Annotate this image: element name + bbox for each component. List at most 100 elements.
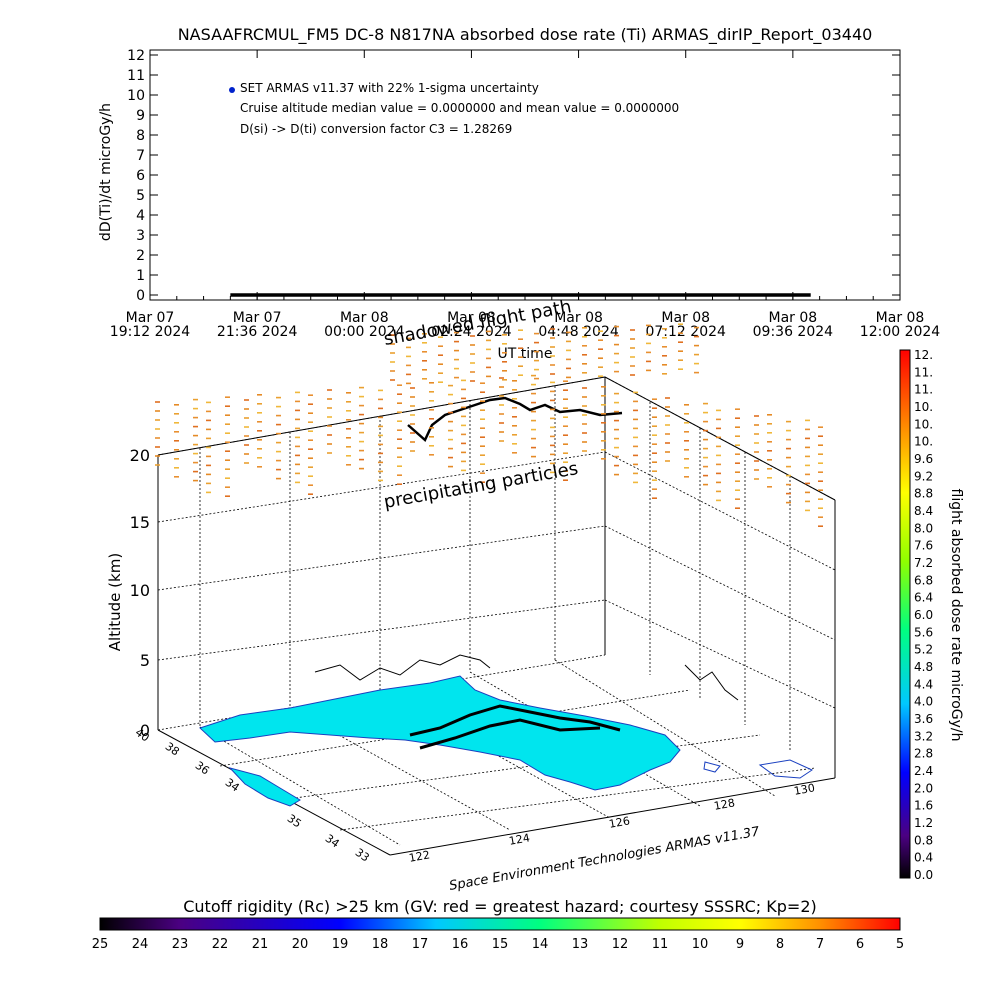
latitude-tick-label: 33	[353, 846, 372, 865]
x-tick-time: 02:24 2024	[431, 324, 512, 340]
x-tick-date: Mar 07	[126, 310, 175, 326]
altitude-tick-label: 0	[140, 721, 150, 740]
japan-landmass	[228, 767, 301, 807]
rigidity-colorbar-tick-label: 16	[452, 937, 469, 952]
rigidity-colorbar-tick-label: 5	[896, 937, 904, 952]
dose-colorbar-tick-label: 10.	[914, 417, 933, 431]
y-tick-label: 2	[136, 248, 145, 264]
rigidity-colorbar-tick-label: 14	[532, 937, 549, 952]
dose-colorbar-tick-label: 4.0	[914, 695, 933, 709]
dose-colorbar-tick-label: 2.4	[914, 764, 933, 778]
x-tick-time: 07:12 2024	[645, 324, 726, 340]
longitude-tick-label: 122	[408, 848, 431, 864]
dose-colorbar-tick-label: 9.6	[914, 452, 933, 466]
rigidity-colorbar-tick-label: 19	[332, 937, 349, 952]
dose-colorbar-tick-label: 8.0	[914, 521, 933, 535]
dose-x-axis-label: UT time	[498, 346, 553, 362]
longitude-tick-label: 126	[608, 814, 631, 830]
altitude-tick-label: 20	[130, 446, 150, 465]
dose-colorbar-tick-label: 4.4	[914, 677, 933, 691]
y-tick-label: 5	[136, 188, 145, 204]
dose-colorbar-tick-label: 3.2	[914, 729, 933, 743]
x-tick-time: 00:00 2024	[324, 324, 405, 340]
dose-colorbar-tick-label: 4.8	[914, 660, 933, 674]
dose-colorbar-tick-label: 12.	[914, 348, 933, 362]
latitude-tick-label: 36	[193, 759, 212, 778]
y-tick-label: 0	[136, 288, 145, 304]
rigidity-colorbar-tick-label: 22	[212, 937, 229, 952]
dose-colorbar-tick-label: 5.6	[914, 625, 933, 639]
y-tick-label: 4	[136, 208, 145, 224]
rigidity-colorbar-label: Cutoff rigidity (Rc) >25 km (GV: red = g…	[183, 897, 817, 916]
y-tick-label: 9	[136, 108, 145, 124]
dose-colorbar-tick-label: 6.4	[914, 591, 933, 605]
y-tick-label: 10	[127, 88, 145, 104]
latitude-tick-label: 38	[163, 740, 182, 759]
back-wall-grid	[157, 376, 836, 846]
dose-colorbar-tick-label: 6.8	[914, 573, 933, 587]
dose-colorbar-tick-label: 0.8	[914, 833, 933, 847]
island-outline	[703, 759, 814, 779]
y-tick-label: 6	[136, 168, 145, 184]
altitude-tick-label: 15	[130, 513, 150, 532]
dose-colorbar-ticks: 12. 11. 11. 10. 10. 10. 9.6 9.2 8.8 8.4 8.0 7.6 7.2 6…	[914, 348, 933, 882]
altitude-axis-label: Altitude (km)	[106, 553, 124, 651]
dose-colorbar-tick-label: 2.8	[914, 747, 933, 761]
rigidity-colorbar: Cutoff rigidity (Rc) >25 km (GV: red = g…	[92, 897, 904, 952]
rigidity-colorbar-tick-label: 24	[132, 937, 149, 952]
rigidity-colorbar-tick-label: 13	[572, 937, 589, 952]
y-tick-label: 11	[127, 68, 145, 84]
precipitating-particles-label: precipitating particles	[382, 458, 579, 513]
dose-colorbar-tick-label: 9.2	[914, 469, 933, 483]
credit-label: Space Environment Technologies ARMAS v11…	[448, 824, 761, 894]
dose-colorbar-tick-label: 11.	[914, 365, 933, 379]
longitude-ticks: 122 124 126 128 130	[408, 781, 816, 864]
rigidity-colorbar-tick-label: 20	[292, 937, 309, 952]
rigidity-colorbar-tick-label: 7	[816, 937, 824, 952]
longitude-tick-label: 124	[508, 831, 531, 847]
rigidity-colorbar-tick-label: 10	[692, 937, 709, 952]
dose-colorbar-tick-label: 6.0	[914, 608, 933, 622]
rigidity-colorbar-tick-label: 6	[856, 937, 864, 952]
report-title: NASAAFRCMUL_FM5 DC-8 N817NA absorbed dos…	[178, 25, 873, 45]
rigidity-colorbar-tick-label: 15	[492, 937, 509, 952]
x-tick-date: Mar 07	[233, 310, 282, 326]
dose-colorbar-tick-label: 8.8	[914, 487, 933, 501]
latitude-tick-label: 35	[285, 812, 304, 831]
korea-landmass	[199, 675, 681, 791]
dose-y-axis-label: dD(Ti)/dt microGy/h	[98, 103, 114, 241]
x-tick-time: 04:48 2024	[538, 324, 619, 340]
x-tick-time: 12:00 2024	[860, 324, 941, 340]
conversion-factor-annotation: D(si) -> D(ti) conversion factor C3 = 1.…	[240, 122, 512, 136]
flight-path	[407, 396, 623, 443]
y-tick-label: 1	[136, 268, 145, 284]
x-tick-time: 19:12 2024	[110, 324, 191, 340]
ground-track	[409, 704, 621, 750]
rigidity-colorbar-ticks: 25 24 23 22 21 20 19 18 17 16 15 14 13 12 11 10 9 8 7 6 5	[92, 937, 904, 952]
legend-series-label: SET ARMAS v11.37 with 22% 1-sigma uncert…	[240, 81, 539, 95]
latitude-tick-label: 34	[323, 832, 342, 851]
dose-colorbar-label: flight absorbed dose rate microGy/h	[948, 489, 964, 742]
longitude-tick-label: 130	[793, 781, 816, 797]
rigidity-colorbar-tick-label: 17	[412, 937, 429, 952]
longitude-tick-label: 128	[713, 796, 736, 812]
x-tick-date: Mar 08	[340, 310, 389, 326]
dose-colorbar-tick-label: 8.4	[914, 504, 933, 518]
dose-colorbar-tick-label: 1.6	[914, 799, 933, 813]
rigidity-colorbar-tick-label: 11	[652, 937, 669, 952]
x-tick-time: 21:36 2024	[217, 324, 298, 340]
rigidity-colorbar-tick-label: 12	[612, 937, 629, 952]
altitude-tick-label: 10	[130, 581, 150, 600]
dose-colorbar-tick-label: 0.4	[914, 851, 933, 865]
rigidity-colorbar-tick-label: 21	[252, 937, 269, 952]
flight-3d-panel: shadowed flight path precipitating parti…	[106, 296, 836, 894]
dose-colorbar-gradient	[899, 349, 911, 879]
cruise-median-annotation: Cruise altitude median value = 0.0000000…	[240, 101, 679, 115]
dose-colorbar-tick-label: 7.6	[914, 539, 933, 553]
y-tick-label: 3	[136, 228, 145, 244]
dose-colorbar-tick-label: 2.0	[914, 781, 933, 795]
dose-colorbar-tick-label: 10.	[914, 435, 933, 449]
